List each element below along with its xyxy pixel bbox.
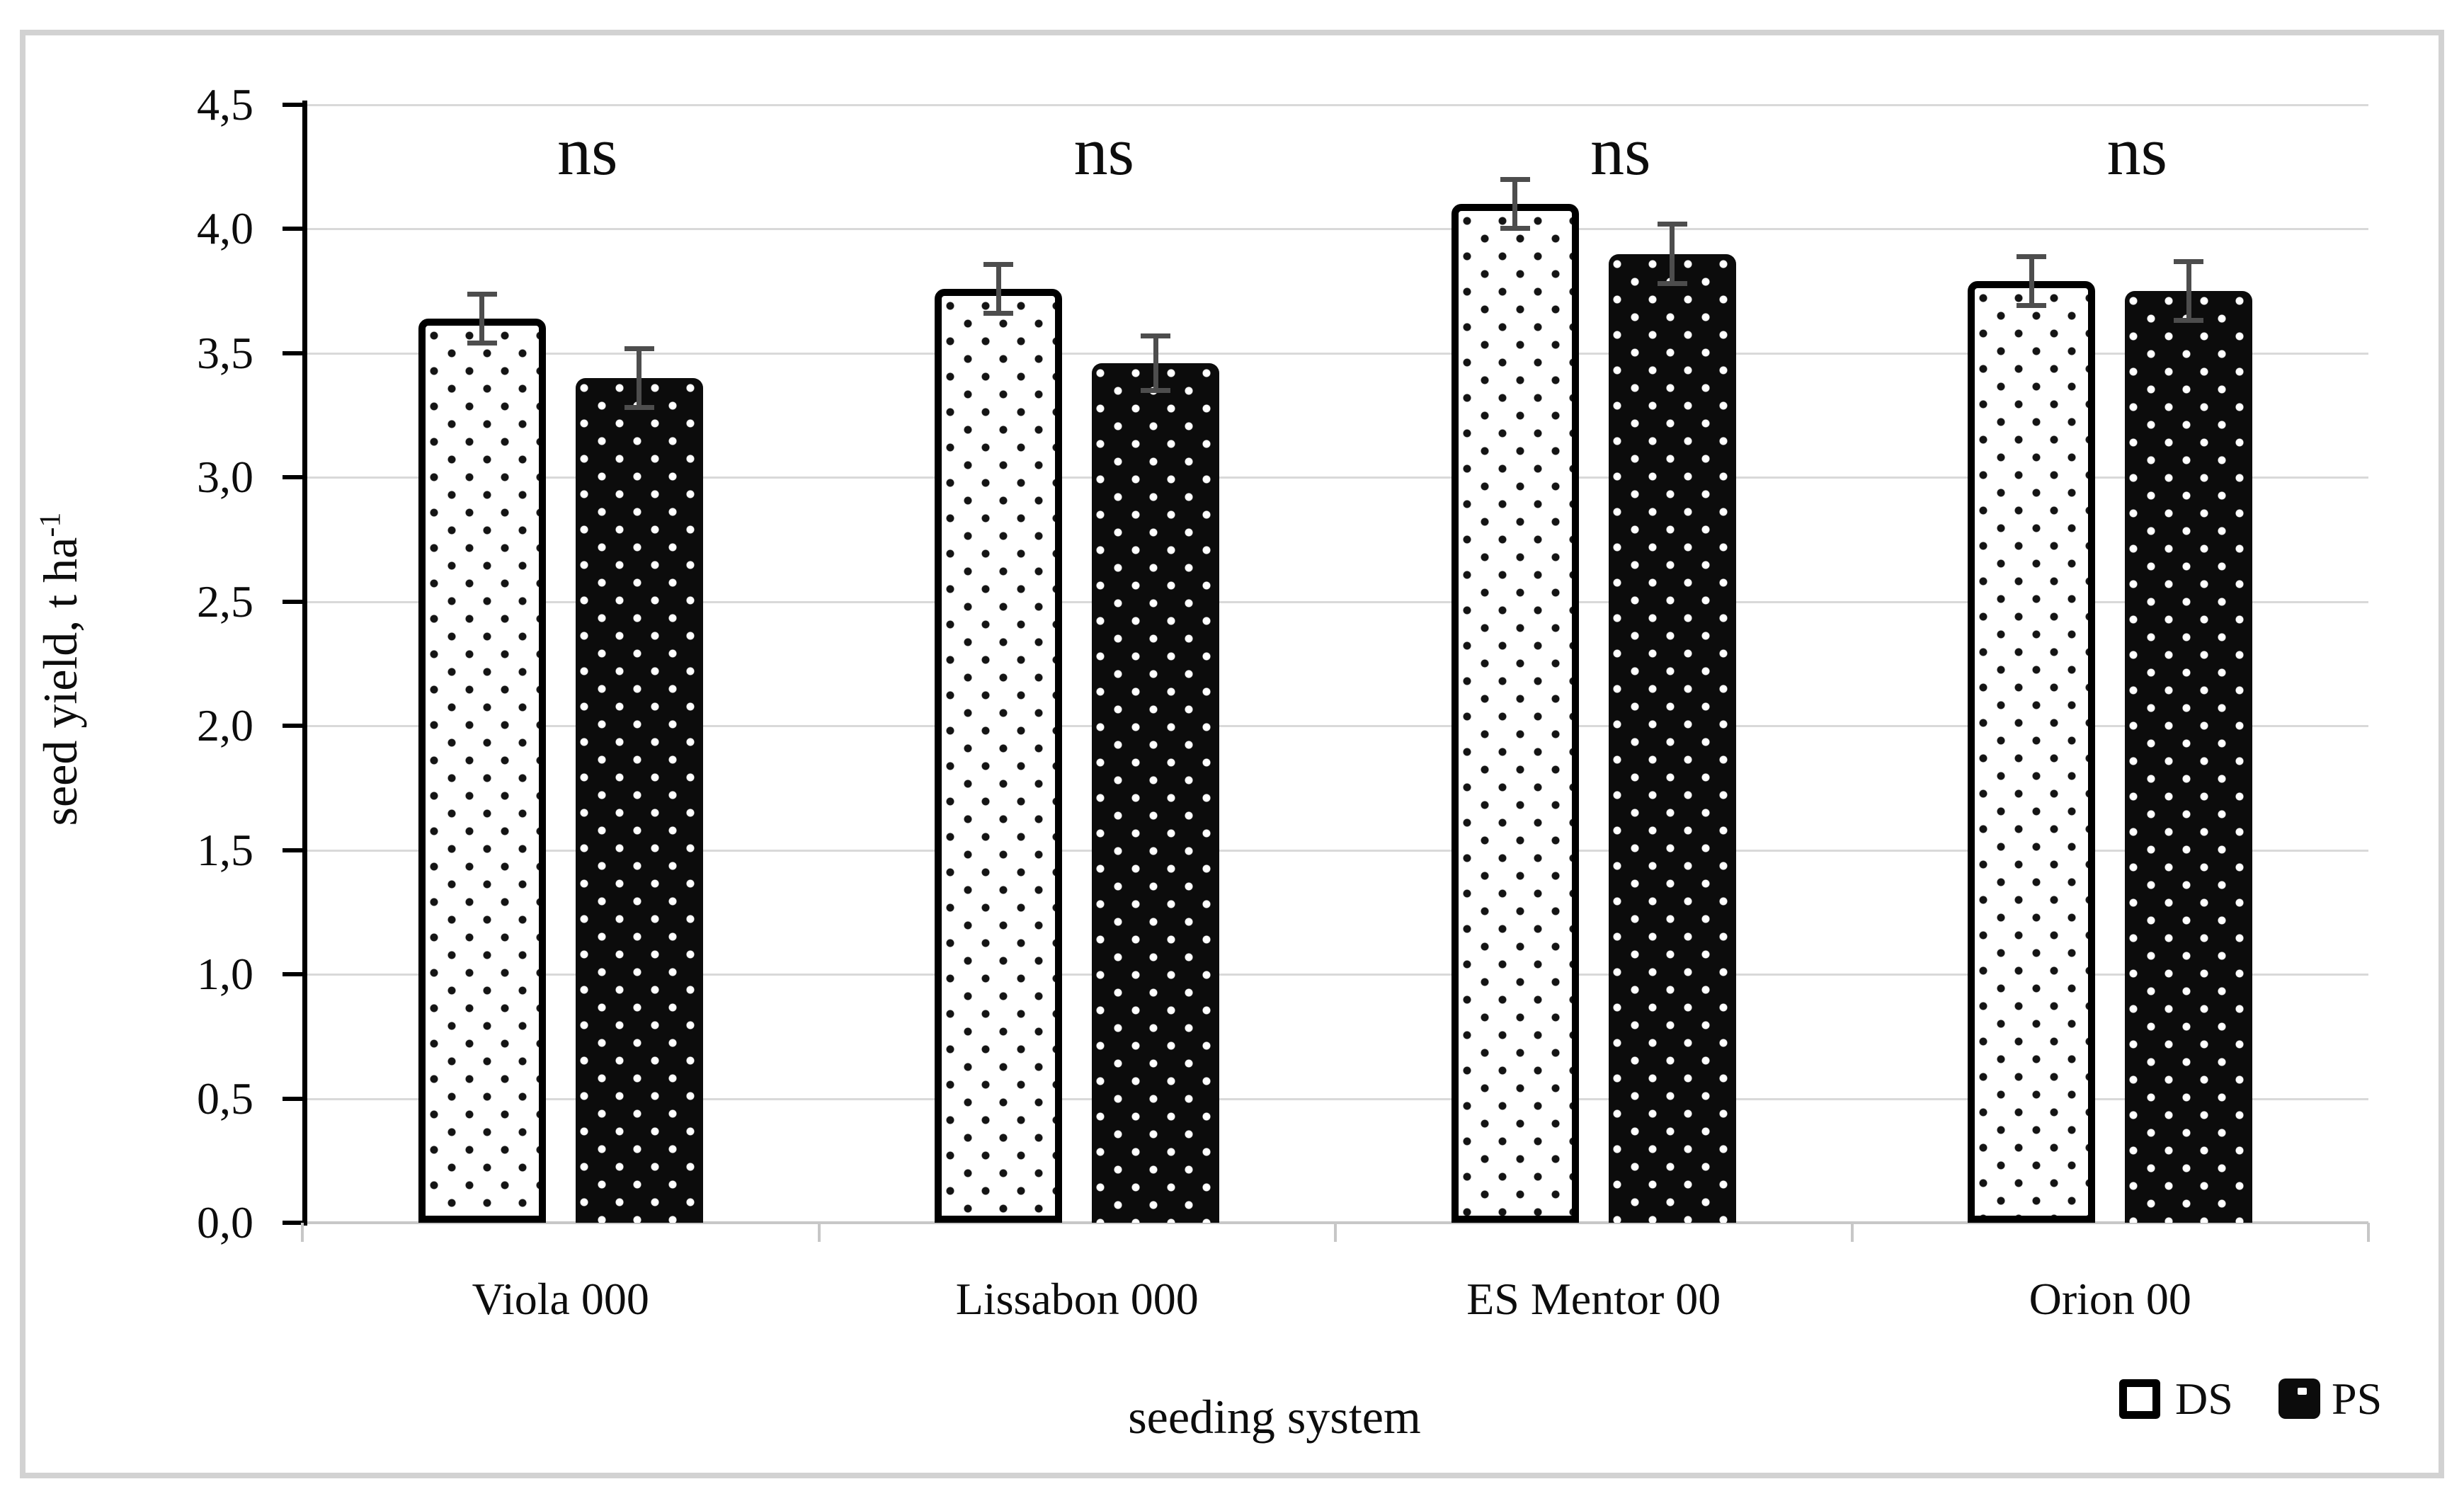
error-bar-cap bbox=[1657, 222, 1687, 227]
y-axis-tick bbox=[283, 847, 304, 852]
y-tick-label: 4,0 bbox=[197, 203, 253, 254]
y-tick-label: 3,5 bbox=[197, 327, 253, 378]
legend-ds-swatch bbox=[2119, 1379, 2160, 1419]
legend-ds-label: DS bbox=[2175, 1374, 2233, 1424]
gridline bbox=[302, 476, 2368, 479]
error-bar-cap bbox=[983, 261, 1014, 267]
y-axis-tick bbox=[283, 599, 304, 604]
error-bar-line bbox=[637, 348, 642, 409]
x-category-label-es-mentor-00: ES Mentor 00 bbox=[1466, 1274, 1721, 1324]
bar-ds-viola-000 bbox=[418, 318, 546, 1223]
error-bar-line bbox=[1512, 179, 1518, 229]
gridline bbox=[302, 228, 2368, 231]
legend-ps-label: PS bbox=[2332, 1374, 2383, 1424]
y-tick-label: 3,0 bbox=[197, 452, 253, 503]
y-axis-title-text: seed yield, t ha bbox=[33, 537, 87, 826]
gridline bbox=[302, 974, 2368, 976]
y-tick-label: 2,5 bbox=[197, 576, 253, 627]
error-bar-line bbox=[1153, 336, 1158, 391]
y-axis-tick bbox=[283, 227, 304, 232]
error-bar-line bbox=[2029, 256, 2034, 307]
x-axis-tick bbox=[301, 1223, 304, 1242]
x-axis-tick bbox=[2367, 1223, 2370, 1242]
y-axis-tick bbox=[283, 1096, 304, 1101]
gridline bbox=[302, 849, 2368, 852]
y-axis-title-superscript: -1 bbox=[33, 512, 67, 537]
y-axis-tick bbox=[283, 724, 304, 729]
error-bar-line bbox=[2186, 261, 2191, 321]
error-bar-cap bbox=[1500, 177, 1530, 183]
error-bar-line bbox=[996, 263, 1001, 314]
legend-ps-swatch bbox=[2278, 1379, 2320, 1419]
bar-ds-lissabon-000 bbox=[935, 288, 1063, 1223]
bar-ds-es-mentor-00 bbox=[1451, 204, 1579, 1223]
y-axis-tick bbox=[283, 350, 304, 355]
error-bar-cap bbox=[983, 310, 1014, 316]
error-bar-cap bbox=[1141, 387, 1171, 393]
x-axis-title: seeding system bbox=[1128, 1390, 1421, 1444]
gridline bbox=[302, 352, 2368, 355]
error-bar-cap bbox=[1500, 226, 1530, 232]
error-bar-cap bbox=[2174, 259, 2204, 265]
error-bar-cap bbox=[624, 346, 654, 351]
gridline bbox=[302, 600, 2368, 603]
ns-annotation: ns bbox=[1073, 113, 1134, 189]
legend-ps-swatch-dot bbox=[2298, 1388, 2307, 1395]
gridline bbox=[302, 725, 2368, 728]
y-axis-title: seed yield, t ha-1 bbox=[33, 386, 113, 952]
ns-annotation: ns bbox=[557, 113, 618, 189]
error-bar-cap bbox=[2017, 303, 2047, 309]
gridline bbox=[302, 104, 2368, 106]
x-category-label-lissabon-000: Lissabon 000 bbox=[955, 1274, 1199, 1324]
bar-ds-orion-00 bbox=[1968, 281, 2096, 1223]
y-tick-label: 1,0 bbox=[197, 949, 253, 1000]
y-axis-line bbox=[302, 101, 307, 1226]
error-bar-cap bbox=[2017, 254, 2047, 260]
x-axis-tick bbox=[817, 1223, 821, 1242]
y-axis-tick bbox=[283, 475, 304, 480]
y-axis-tick bbox=[283, 972, 304, 977]
y-tick-label: 0,0 bbox=[197, 1197, 253, 1248]
error-bar-cap bbox=[467, 340, 497, 346]
error-bar-cap bbox=[1141, 333, 1171, 339]
bar-ps-lissabon-000 bbox=[1092, 363, 1220, 1223]
gridline bbox=[302, 1097, 2368, 1100]
y-axis-tick bbox=[283, 1221, 304, 1225]
y-tick-label: 1,5 bbox=[197, 824, 253, 875]
x-category-label-orion-00: Orion 00 bbox=[2029, 1274, 2191, 1324]
bar-ps-es-mentor-00 bbox=[1608, 253, 1736, 1223]
error-bar-cap bbox=[467, 291, 497, 297]
bar-ps-viola-000 bbox=[575, 377, 703, 1223]
figure-frame bbox=[20, 30, 2444, 1478]
ns-annotation: ns bbox=[2106, 113, 2167, 189]
error-bar-cap bbox=[2174, 318, 2204, 324]
error-bar-line bbox=[479, 293, 485, 343]
ns-annotation: ns bbox=[1590, 113, 1651, 189]
y-axis-tick bbox=[283, 103, 304, 107]
error-bar-cap bbox=[624, 405, 654, 411]
x-axis-tick bbox=[1334, 1223, 1337, 1242]
x-axis-tick bbox=[1850, 1223, 1854, 1242]
x-category-label-viola-000: Viola 000 bbox=[472, 1274, 649, 1324]
y-tick-label: 0,5 bbox=[197, 1073, 253, 1124]
error-bar-cap bbox=[1657, 280, 1687, 286]
bar-ps-orion-00 bbox=[2125, 291, 2253, 1223]
y-tick-label: 2,0 bbox=[197, 700, 253, 751]
y-tick-label: 4,5 bbox=[197, 79, 253, 130]
error-bar-line bbox=[1670, 224, 1675, 284]
